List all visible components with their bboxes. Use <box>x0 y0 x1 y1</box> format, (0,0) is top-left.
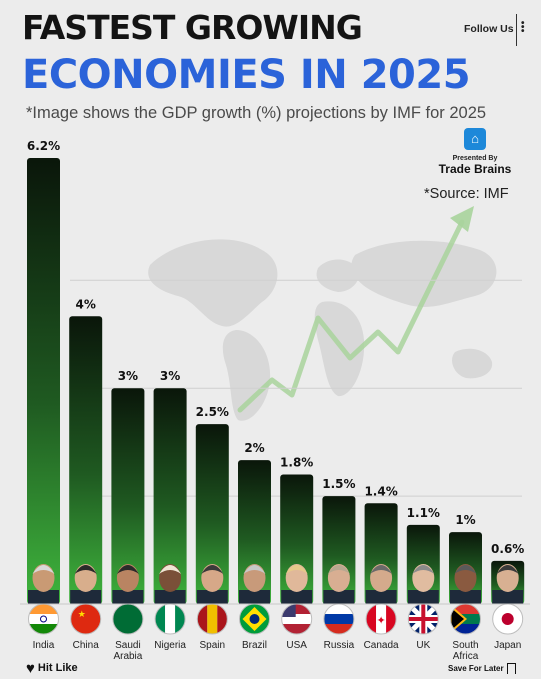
category-label-7: Russia <box>324 640 355 651</box>
more-options-icon: • • • <box>521 18 525 37</box>
category-label-4: Spain <box>200 640 226 651</box>
category-label-1: China <box>73 640 100 651</box>
brand-name: Trade Brains <box>438 162 512 176</box>
hit-like-button[interactable]: ♥ Hit Like <box>26 660 78 677</box>
leader-portrait-1 <box>70 564 102 604</box>
save-for-later-label: Save For Later <box>448 664 504 673</box>
bar-5 <box>238 460 271 604</box>
svg-text:✦: ✦ <box>376 614 385 627</box>
value-label-9: 1.1% <box>407 506 440 520</box>
value-label-4: 2.5% <box>196 405 229 419</box>
category-label-9: UK <box>416 640 430 651</box>
category-label-8: Canada <box>364 640 399 651</box>
leader-portrait-2 <box>112 564 144 604</box>
hit-like-label: Hit Like <box>37 662 78 674</box>
save-for-later-button[interactable]: Save For Later <box>448 663 516 674</box>
flag-icon-2 <box>112 603 144 635</box>
flag-icon-0 <box>28 603 59 635</box>
follow-us-label: Follow Us <box>464 23 514 35</box>
value-label-7: 1.5% <box>322 477 355 491</box>
subtitle: *Image shows the GDP growth (%) projecti… <box>26 104 487 122</box>
value-label-8: 1.4% <box>364 484 397 498</box>
flag-icon-11 <box>492 603 524 635</box>
bar-2 <box>111 388 145 604</box>
leader-portrait-11 <box>492 564 524 604</box>
leader-portrait-4 <box>196 564 228 604</box>
presented-by-label: Presented By <box>452 155 498 162</box>
category-label-10: South Africa <box>452 640 478 662</box>
trend-arrow-icon <box>237 206 474 413</box>
heart-icon: ♥ <box>26 660 35 677</box>
value-label-5: 2% <box>244 441 264 455</box>
follow-us-button[interactable]: Follow Us • • • <box>458 14 528 46</box>
world-map-background <box>148 239 497 421</box>
category-label-2: Saudi Arabia <box>113 640 142 662</box>
source-label: *Source: IMF <box>424 186 509 202</box>
flag-icon-1: ★ <box>70 603 102 635</box>
bookmark-icon <box>506 663 516 674</box>
category-label-5: Brazil <box>242 640 267 651</box>
leader-portrait-10 <box>450 564 481 604</box>
title-line-2: ECONOMIES IN 2025 <box>22 52 471 98</box>
flag-icon-7 <box>323 603 355 635</box>
bar-4 <box>195 424 229 604</box>
flag-icon-3 <box>154 603 186 635</box>
flag-icon-9 <box>407 603 439 635</box>
value-label-0: 6.2% <box>27 139 60 153</box>
leader-portrait-9 <box>407 564 439 604</box>
leader-portrait-8 <box>365 564 397 604</box>
leader-portrait-6 <box>281 564 313 604</box>
value-label-11: 0.6% <box>491 542 524 556</box>
flag-icon-8: ✦ <box>365 603 397 635</box>
category-label-0: India <box>33 640 55 651</box>
divider <box>516 14 517 46</box>
svg-text:★: ★ <box>78 610 86 620</box>
category-label-3: Nigeria <box>154 640 186 651</box>
leader-portrait-5 <box>239 564 270 604</box>
flag-icon-5 <box>239 603 270 635</box>
bar-0 <box>27 158 60 604</box>
flag-icon-10 <box>450 603 481 635</box>
value-label-2: 3% <box>118 369 138 383</box>
value-label-1: 4% <box>76 297 96 311</box>
value-label-10: 1% <box>455 513 475 527</box>
value-label-6: 1.8% <box>280 456 313 470</box>
trade-brains-logo-icon: ⌂ <box>464 128 486 150</box>
flag-icon-4 <box>196 603 228 635</box>
title-line-1: FASTEST GROWING <box>22 8 363 47</box>
bar-1 <box>69 316 103 604</box>
category-label-6: USA <box>286 640 307 651</box>
value-label-3: 3% <box>160 369 180 383</box>
leader-portrait-3 <box>154 564 186 604</box>
category-label-11: Japan <box>494 640 521 651</box>
bar-3 <box>153 388 187 604</box>
brand-block: ⌂ Presented By Trade Brains <box>420 128 530 176</box>
leader-portrait-7 <box>323 564 355 604</box>
leader-portrait-0 <box>28 564 59 604</box>
flag-icon-6 <box>281 603 313 635</box>
